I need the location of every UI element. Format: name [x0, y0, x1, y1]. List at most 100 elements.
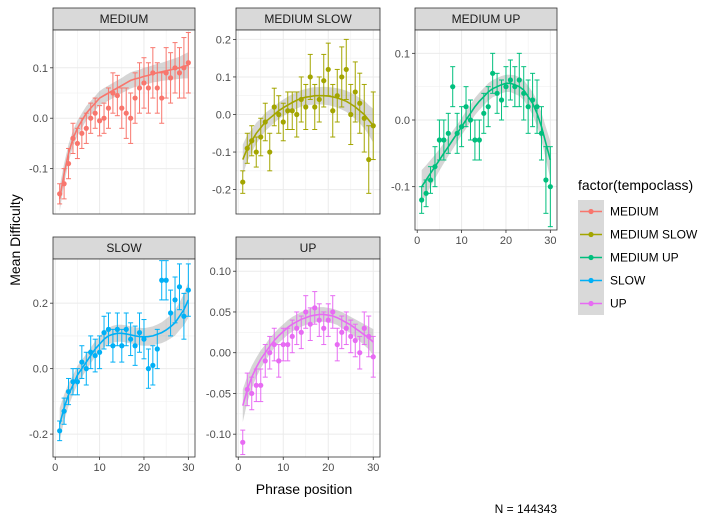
- data-point: [172, 65, 178, 71]
- y-tick-label: 0.05: [210, 307, 231, 319]
- data-point: [543, 177, 549, 183]
- data-point: [70, 135, 76, 141]
- smooth-line-medium-up: [421, 82, 552, 188]
- data-point: [249, 138, 255, 144]
- data-point: [114, 326, 120, 332]
- data-point: [105, 105, 112, 111]
- data-point: [547, 184, 553, 190]
- data-point: [357, 100, 363, 106]
- data-point: [271, 104, 277, 110]
- x-tick-label: 30: [182, 462, 194, 474]
- data-point: [145, 366, 152, 372]
- data-point: [450, 84, 456, 90]
- data-point: [110, 90, 116, 96]
- data-point: [244, 145, 250, 151]
- data-point: [316, 96, 322, 103]
- data-point: [348, 111, 354, 118]
- legend-item-medium-slow: MEDIUM SLOW: [580, 228, 698, 242]
- data-point: [276, 111, 282, 118]
- y-tick-label: 0.0: [33, 364, 48, 376]
- data-point: [276, 358, 282, 364]
- strip-label-up: UP: [300, 241, 317, 255]
- strip-label-slow: SLOW: [106, 241, 142, 255]
- y-tick-label: -0.05: [206, 388, 231, 400]
- data-point: [176, 284, 183, 290]
- x-tick-label: 10: [93, 462, 105, 474]
- x-axis-title: Phrase position: [256, 481, 353, 497]
- data-point: [294, 325, 300, 331]
- data-point: [167, 310, 174, 316]
- data-point: [357, 350, 363, 356]
- data-point: [512, 84, 518, 90]
- legend-item-medium: MEDIUM: [580, 205, 659, 219]
- data-point: [370, 354, 376, 360]
- panel-border-medium-slow: [235, 29, 381, 215]
- data-point: [244, 386, 250, 392]
- data-point: [267, 149, 273, 155]
- data-point: [285, 108, 291, 114]
- y-tick-label: 0.00: [210, 348, 231, 360]
- data-point: [494, 90, 500, 96]
- data-point: [258, 134, 264, 140]
- data-point: [330, 309, 336, 315]
- data-point: [65, 160, 72, 167]
- data-point: [267, 350, 273, 356]
- y-tick-label: 0.1: [216, 72, 231, 84]
- y-tick-label: 0.2: [216, 34, 231, 46]
- y-tick-label: 0.10: [210, 266, 231, 278]
- legend-item-slow: SLOW: [580, 274, 646, 288]
- data-point: [467, 117, 474, 123]
- smooth-line-up: [242, 313, 374, 406]
- data-point: [128, 115, 134, 121]
- data-point: [185, 60, 191, 66]
- data-point: [445, 130, 451, 136]
- x-tick-label: 30: [367, 462, 379, 474]
- x-tick-label: 20: [138, 462, 150, 474]
- data-point: [316, 317, 322, 323]
- data-point: [307, 321, 313, 327]
- data-point: [249, 390, 255, 397]
- data-point: [454, 130, 460, 136]
- data-point: [119, 343, 125, 349]
- data-point: [240, 439, 246, 445]
- data-point: [366, 333, 372, 340]
- data-point: [253, 382, 259, 388]
- y-tick-label: -0.10: [206, 429, 231, 441]
- data-point: [136, 330, 143, 336]
- data-point: [427, 177, 434, 183]
- data-point: [61, 181, 67, 187]
- data-point: [330, 108, 336, 114]
- strip-label-medium-slow: MEDIUM SLOW: [264, 12, 352, 26]
- data-point: [145, 85, 152, 91]
- data-point: [361, 115, 367, 121]
- x-tick-label: 0: [414, 235, 420, 247]
- data-point: [343, 66, 349, 73]
- x-tick-label: 0: [52, 462, 58, 474]
- data-point: [352, 337, 358, 344]
- data-point: [154, 346, 160, 352]
- y-tick-label: -0.1: [391, 182, 410, 194]
- y-tick-label: 0.1: [395, 48, 410, 60]
- legend-title: factor(tempoclass): [578, 177, 693, 193]
- data-point: [123, 110, 129, 116]
- data-point: [432, 164, 438, 170]
- y-tick-label: 0.0: [216, 109, 231, 121]
- facet-slow: SLOW -0.2 0.0 0.2 0 10 20 30: [29, 236, 196, 474]
- data-point: [88, 115, 94, 121]
- data-point: [167, 75, 174, 81]
- data-point: [307, 74, 313, 80]
- data-point: [163, 277, 169, 283]
- data-point: [150, 362, 156, 368]
- data-point: [485, 104, 491, 110]
- data-point: [132, 95, 138, 101]
- data-point: [498, 97, 505, 103]
- legend-label: SLOW: [610, 274, 646, 288]
- y-tick-label: 0.0: [33, 113, 48, 125]
- data-point: [253, 149, 259, 155]
- panel-border-up: [235, 258, 381, 458]
- facet-medium: MEDIUM -0.1 0.0 0.1: [29, 7, 196, 215]
- data-point: [339, 329, 345, 335]
- data-point: [159, 95, 165, 101]
- data-point: [181, 65, 187, 71]
- data-point: [79, 130, 85, 136]
